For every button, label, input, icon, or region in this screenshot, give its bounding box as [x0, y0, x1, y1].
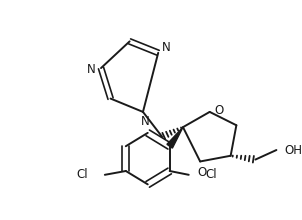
Text: N: N: [162, 41, 170, 54]
Text: O: O: [198, 166, 207, 179]
Text: O: O: [215, 103, 224, 117]
Text: N: N: [87, 63, 96, 77]
Text: Cl: Cl: [206, 168, 217, 181]
Text: Cl: Cl: [76, 168, 88, 181]
Polygon shape: [167, 127, 183, 148]
Text: N: N: [140, 115, 149, 128]
Text: OH: OH: [284, 143, 302, 157]
